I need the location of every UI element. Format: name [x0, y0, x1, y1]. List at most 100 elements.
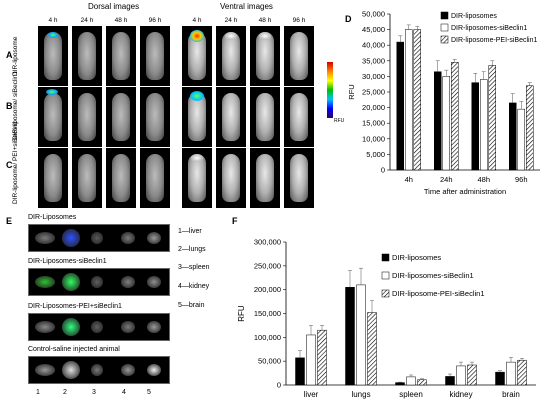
bar [445, 376, 455, 386]
y-tick-label: 40,000 [362, 41, 385, 50]
bar [471, 82, 479, 171]
legend-swatch [381, 289, 390, 298]
y-tick-label: 25,000 [362, 88, 385, 97]
bar [356, 284, 366, 386]
organ-sample [91, 276, 103, 288]
y-tick-label: 5,000 [366, 150, 385, 159]
bar [451, 62, 459, 171]
mouse-image [72, 87, 102, 147]
mouse-image [284, 148, 314, 208]
fluorescence-spot [190, 91, 204, 101]
category-label: 24h [440, 175, 453, 184]
category-label: liver [304, 390, 319, 399]
bar [413, 29, 421, 171]
rfu-colorbar [327, 62, 333, 118]
time-label-dorsal-1: 24 h [80, 17, 94, 24]
y-tick-label: 45,000 [362, 25, 385, 34]
bar [405, 29, 413, 171]
legend-label: DIR-liposomes-siBeclin1 [392, 271, 474, 280]
fluorescence-spot [48, 32, 58, 38]
mouse-image [38, 26, 68, 86]
dorsal-header: Dorsal images [88, 2, 140, 11]
organ-image-strip [28, 356, 170, 384]
panel-label-a: A [6, 50, 13, 60]
bar [442, 76, 450, 171]
organ-column-number: 1 [36, 389, 40, 396]
mouse-image [216, 87, 246, 147]
organ-legend-item: 1—liver [178, 228, 202, 235]
bar [526, 85, 534, 171]
category-label: kidney [449, 390, 472, 399]
bar [434, 71, 442, 171]
y-tick-label: 50,000 [362, 10, 385, 19]
organ-sample [62, 273, 80, 291]
panel-label-e: E [6, 216, 13, 226]
bar [506, 361, 516, 386]
organ-legend-item: 4—kidney [178, 283, 210, 290]
y-tick-label: 200,000 [254, 285, 281, 294]
y-axis-label: RFU [237, 305, 246, 322]
legend-swatch [440, 11, 449, 20]
organ-sample [147, 364, 161, 376]
panel-label-b: B [6, 101, 13, 111]
y-tick-label: 50,000 [258, 357, 281, 366]
panel-label-c: C [6, 160, 13, 170]
bar [509, 102, 517, 171]
legend-label: DIR-liposome-PEI-siBeclin1 [451, 37, 537, 44]
organ-group-title: DIR-Liposomes [28, 214, 77, 221]
bar [495, 371, 505, 386]
legend-label: DIR-liposomes [392, 253, 441, 262]
organ-group-title: DIR-Liposomes-PEI+siBeclin1 [28, 303, 122, 310]
time-label-dorsal-3: 96 h [148, 17, 162, 24]
bar [456, 365, 466, 386]
organ-sample [91, 232, 103, 244]
organ-sample [62, 361, 80, 379]
panel-label-f: F [232, 216, 238, 226]
mouse-image [182, 148, 212, 208]
mouse-image [182, 26, 212, 86]
category-label: brain [502, 390, 520, 399]
legend-swatch [381, 271, 390, 280]
bar [488, 65, 496, 171]
time-label-dorsal-0: 4 h [48, 17, 58, 24]
bar [406, 376, 416, 386]
bar [517, 359, 527, 386]
organ-sample [35, 321, 55, 333]
mouse-image [106, 87, 136, 147]
legend-swatch [381, 253, 390, 262]
organ-sample [121, 321, 135, 333]
organ-sample [91, 321, 103, 333]
category-label: 4h [405, 175, 413, 184]
mouse-image [38, 148, 68, 208]
time-label-ventral-1: 24 h [224, 17, 238, 24]
organ-sample [147, 321, 161, 333]
time-label-ventral-3: 96 h [292, 17, 306, 24]
fluorescence-spot [191, 154, 203, 162]
category-label: 96h [515, 175, 528, 184]
mouse-image [284, 26, 314, 86]
bar [517, 108, 525, 171]
mouse-image [216, 26, 246, 86]
bar [345, 287, 355, 386]
bar [317, 329, 327, 386]
mouse-image [250, 26, 280, 86]
organ-image-strip [28, 224, 170, 252]
organ-legend-item: 2—lungs [178, 246, 206, 253]
mouse-image [106, 148, 136, 208]
organ-sample [121, 276, 135, 288]
organ-sample [147, 232, 161, 244]
organ-column-number: 2 [63, 389, 67, 396]
mouse-image [72, 26, 102, 86]
organ-sample [62, 318, 80, 336]
mouse-image [72, 148, 102, 208]
bar [417, 379, 427, 386]
legend-swatch [440, 23, 449, 32]
legend-label: DIR-liposomes [451, 13, 497, 20]
organ-column-number: 5 [147, 389, 151, 396]
organ-sample [62, 229, 80, 247]
mouse-image [106, 26, 136, 86]
organ-group-title: DIR-Liposomes-siBeclin1 [28, 258, 107, 265]
organ-group-title: Control-saline injected animal [28, 346, 120, 353]
y-tick-label: 300,000 [254, 238, 281, 247]
bar [295, 357, 305, 386]
